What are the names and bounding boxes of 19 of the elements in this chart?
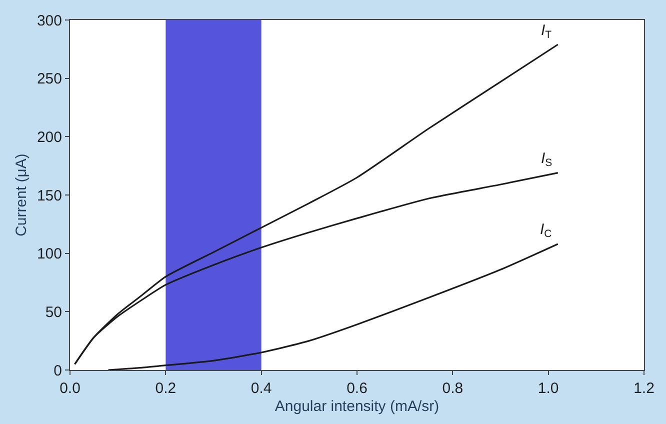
x-tick-label: 0.6	[346, 380, 368, 397]
x-tick-label: 0.2	[155, 380, 176, 397]
y-axis-title: Current (μA)	[13, 154, 30, 236]
series-label: I$_{T}$	[541, 22, 552, 42]
x-tick-label: 0.4	[250, 380, 272, 397]
x-tick-label: 1.0	[538, 380, 559, 397]
y-tick-label: 50	[45, 304, 62, 321]
series-label: I$_{S}$	[541, 150, 552, 170]
y-tick-label: 0	[54, 362, 62, 380]
y-tick-label: 150	[36, 187, 62, 204]
x-axis-title: Angular intensity (mA/sr)	[274, 398, 440, 415]
x-tick-label: 0.8	[442, 380, 464, 397]
y-tick-label: 300	[36, 12, 62, 30]
y-tick-label: 100	[36, 246, 62, 263]
series-label: I$_{C}$	[540, 221, 552, 240]
x-tick-label: 1.2	[634, 380, 654, 397]
x-tick-label: 0.0	[60, 380, 80, 397]
y-tick-label: 250	[36, 70, 62, 88]
y-tick-label: 200	[36, 128, 62, 146]
